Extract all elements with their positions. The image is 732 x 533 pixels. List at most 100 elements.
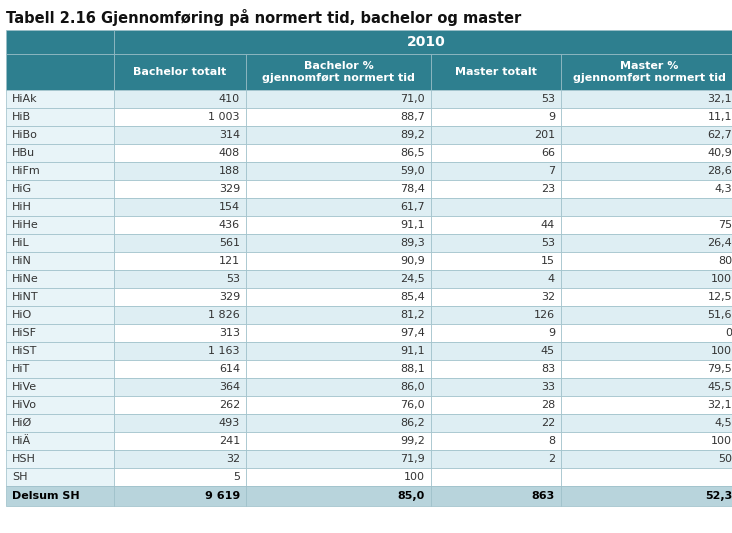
Text: 863: 863 xyxy=(531,491,555,501)
Text: 89,2: 89,2 xyxy=(400,130,425,140)
Bar xyxy=(114,30,732,54)
Text: 75: 75 xyxy=(718,220,732,230)
Text: 12,5: 12,5 xyxy=(707,292,732,302)
Bar xyxy=(6,126,114,144)
Bar xyxy=(431,108,561,126)
Bar xyxy=(246,108,431,126)
Text: 86,5: 86,5 xyxy=(400,148,425,158)
Text: 11,1: 11,1 xyxy=(708,112,732,122)
Bar xyxy=(431,90,561,108)
Text: 76,0: 76,0 xyxy=(400,400,425,410)
Text: HiNe: HiNe xyxy=(12,274,39,284)
Bar xyxy=(246,486,431,506)
Text: 91,1: 91,1 xyxy=(400,346,425,356)
Bar xyxy=(431,252,561,270)
Text: 561: 561 xyxy=(219,238,240,248)
Bar xyxy=(246,180,431,198)
Text: HBu: HBu xyxy=(12,148,35,158)
Text: 9: 9 xyxy=(548,112,555,122)
Bar xyxy=(114,162,246,180)
Text: HiSF: HiSF xyxy=(12,328,37,338)
Bar xyxy=(431,54,561,90)
Text: 32,1: 32,1 xyxy=(707,400,732,410)
Text: 85,4: 85,4 xyxy=(400,292,425,302)
Bar xyxy=(431,378,561,396)
Text: 410: 410 xyxy=(219,94,240,104)
Bar xyxy=(246,414,431,432)
Text: 4: 4 xyxy=(548,274,555,284)
Bar xyxy=(114,486,246,506)
Text: 493: 493 xyxy=(219,418,240,428)
Bar xyxy=(561,54,732,90)
Bar xyxy=(431,216,561,234)
Bar xyxy=(431,486,561,506)
Text: 71,9: 71,9 xyxy=(400,454,425,464)
Bar xyxy=(246,54,431,90)
Text: Master %
gjennomført normert tid: Master % gjennomført normert tid xyxy=(573,61,726,83)
Text: 100: 100 xyxy=(404,472,425,482)
Text: 9: 9 xyxy=(548,328,555,338)
Bar xyxy=(561,306,732,324)
Text: 4,5: 4,5 xyxy=(714,418,732,428)
Bar xyxy=(246,342,431,360)
Text: 9 619: 9 619 xyxy=(205,491,240,501)
Bar xyxy=(114,234,246,252)
Bar xyxy=(246,90,431,108)
Text: 201: 201 xyxy=(534,130,555,140)
Bar xyxy=(431,342,561,360)
Text: 188: 188 xyxy=(219,166,240,176)
Bar xyxy=(561,234,732,252)
Bar xyxy=(561,288,732,306)
Text: HiB: HiB xyxy=(12,112,31,122)
Text: 7: 7 xyxy=(548,166,555,176)
Text: 2010: 2010 xyxy=(406,35,445,49)
Bar xyxy=(561,162,732,180)
Bar xyxy=(114,126,246,144)
Bar xyxy=(6,486,114,506)
Bar xyxy=(6,468,114,486)
Bar xyxy=(246,468,431,486)
Text: 61,7: 61,7 xyxy=(400,202,425,212)
Text: 1 163: 1 163 xyxy=(209,346,240,356)
Bar xyxy=(6,450,114,468)
Bar xyxy=(114,54,246,90)
Text: 80: 80 xyxy=(718,256,732,266)
Text: HiT: HiT xyxy=(12,364,30,374)
Text: 0: 0 xyxy=(725,328,732,338)
Bar xyxy=(561,126,732,144)
Bar xyxy=(114,414,246,432)
Bar xyxy=(114,450,246,468)
Text: 53: 53 xyxy=(541,238,555,248)
Bar xyxy=(114,378,246,396)
Bar xyxy=(114,288,246,306)
Text: 81,2: 81,2 xyxy=(400,310,425,320)
Bar xyxy=(6,198,114,216)
Bar xyxy=(114,270,246,288)
Text: 44: 44 xyxy=(541,220,555,230)
Text: 52,3: 52,3 xyxy=(705,491,732,501)
Text: 53: 53 xyxy=(226,274,240,284)
Text: HiHe: HiHe xyxy=(12,220,39,230)
Text: 59,0: 59,0 xyxy=(400,166,425,176)
Text: Master totalt: Master totalt xyxy=(455,67,537,77)
Bar xyxy=(246,126,431,144)
Bar xyxy=(561,90,732,108)
Bar xyxy=(6,342,114,360)
Bar xyxy=(6,90,114,108)
Text: HiÄ: HiÄ xyxy=(12,436,31,446)
Text: 100: 100 xyxy=(711,346,732,356)
Text: 126: 126 xyxy=(534,310,555,320)
Text: 40,9: 40,9 xyxy=(707,148,732,158)
Text: 329: 329 xyxy=(219,184,240,194)
Text: 45: 45 xyxy=(541,346,555,356)
Bar xyxy=(246,216,431,234)
Bar xyxy=(6,234,114,252)
Text: 32: 32 xyxy=(226,454,240,464)
Text: 408: 408 xyxy=(219,148,240,158)
Bar xyxy=(6,324,114,342)
Bar xyxy=(6,432,114,450)
Bar xyxy=(246,324,431,342)
Bar xyxy=(6,414,114,432)
Text: 45,5: 45,5 xyxy=(707,382,732,392)
Bar xyxy=(6,270,114,288)
